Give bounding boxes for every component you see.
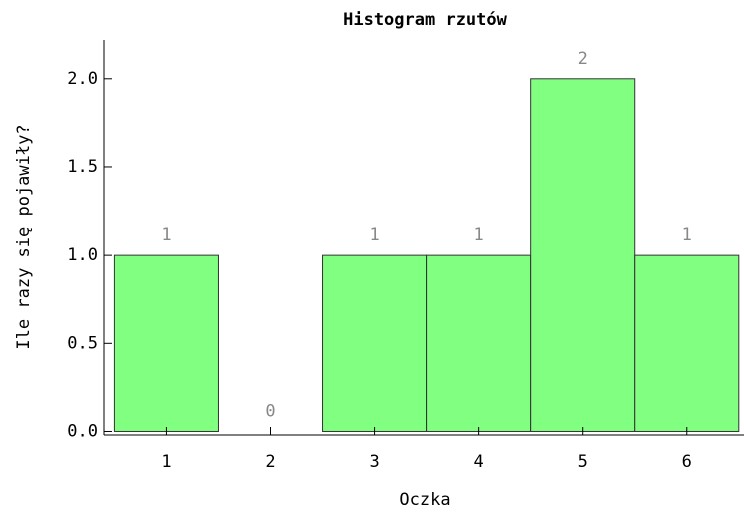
y-tick-label: 0.0 xyxy=(67,421,98,441)
x-tick-label: 2 xyxy=(265,452,275,472)
x-tick-label: 4 xyxy=(474,452,484,472)
data-label: 2 xyxy=(578,49,588,69)
y-tick-label: 1.0 xyxy=(67,245,98,265)
bar xyxy=(426,254,532,432)
chart-title: Histogram rzutów xyxy=(343,10,508,30)
bar xyxy=(634,254,740,432)
bar xyxy=(530,78,636,432)
bar xyxy=(113,254,219,432)
x-tick-label: 5 xyxy=(578,452,588,472)
x-tick-label: 6 xyxy=(682,452,692,472)
x-axis-label: Oczka xyxy=(399,490,450,510)
data-label: 1 xyxy=(369,225,379,245)
y-tick-label: 0.5 xyxy=(67,333,98,353)
y-tick-label: 1.5 xyxy=(67,157,98,177)
data-label: 1 xyxy=(161,225,171,245)
data-label: 0 xyxy=(265,401,275,421)
bar xyxy=(322,254,428,432)
x-tick-label: 3 xyxy=(369,452,379,472)
y-axis-label: Ile razy się pojawiły? xyxy=(14,124,34,349)
data-label: 1 xyxy=(474,225,484,245)
x-tick-label: 1 xyxy=(161,452,171,472)
data-label: 1 xyxy=(682,225,692,245)
y-tick-label: 2.0 xyxy=(67,69,98,89)
